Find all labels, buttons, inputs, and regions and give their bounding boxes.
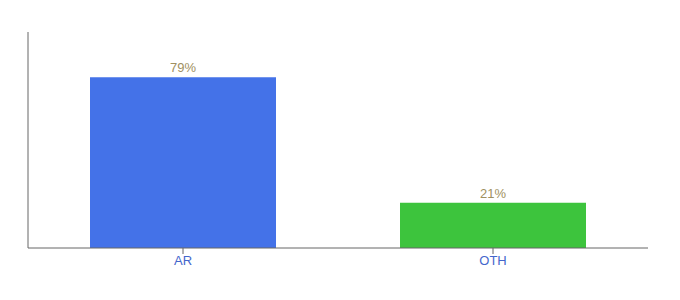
svg-text:21%: 21% xyxy=(480,186,506,201)
svg-text:OTH: OTH xyxy=(479,253,506,268)
svg-text:79%: 79% xyxy=(170,60,196,75)
svg-text:AR: AR xyxy=(174,253,192,268)
